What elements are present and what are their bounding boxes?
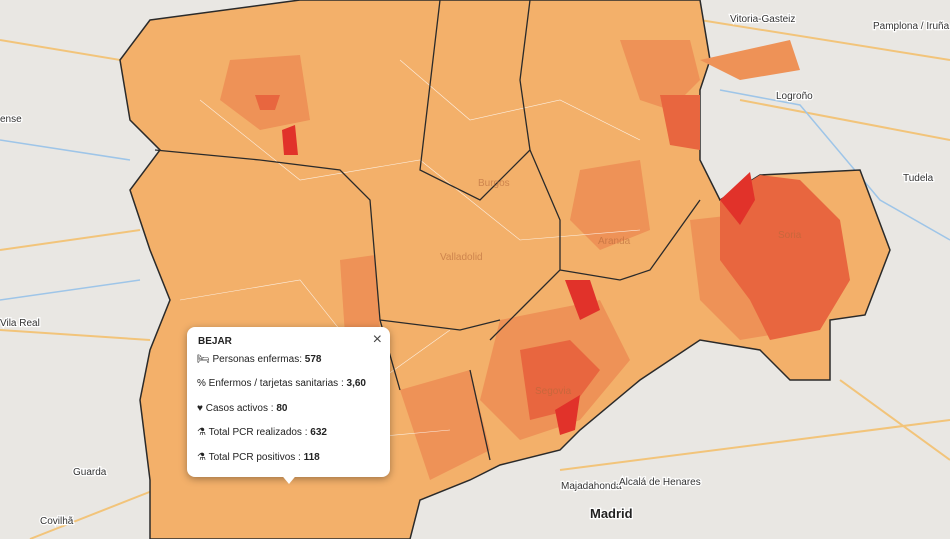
popup-row: ⚗ Total PCR positivos : 118 (197, 452, 320, 463)
info-popup: BEJAR × 🛏 Personas enfermas: 578% Enferm… (187, 327, 390, 477)
place-label: Madrid (590, 506, 633, 521)
place-label: Pamplona / Iruña (873, 21, 950, 32)
row-icon: ♥ (197, 403, 206, 414)
place-label: Guarda (73, 467, 107, 478)
place-label: Segovia (535, 386, 572, 397)
popup-title: BEJAR (198, 336, 232, 347)
place-label: Alcalá de Henares (619, 477, 701, 488)
row-label: Total PCR positivos : (208, 452, 301, 463)
popup-row: % Enfermos / tarjetas sanitarias : 3,60 (197, 378, 366, 389)
row-value: 80 (276, 403, 288, 414)
place-label: Vitoria-Gasteiz (730, 14, 795, 25)
place-label: Aranda (598, 236, 631, 247)
place-label: Valladolid (440, 252, 483, 263)
popup-row: 🛏 Personas enfermas: 578 (197, 354, 321, 365)
place-label: Covilhã (40, 516, 74, 527)
rivers (0, 89, 950, 301)
close-button[interactable]: × (372, 331, 382, 348)
row-value: 118 (303, 452, 320, 463)
row-icon: ⚗ (197, 427, 209, 438)
place-label: Majadahonda (561, 481, 622, 492)
row-label: Total PCR realizados : (208, 427, 308, 438)
row-value: 632 (310, 427, 327, 438)
row-label: Personas enfermas: (212, 354, 302, 365)
districts-highest (282, 125, 755, 435)
popup-tip (279, 472, 299, 484)
popup-row: ⚗ Total PCR realizados : 632 (197, 427, 327, 438)
place-label: Logroño (776, 91, 813, 102)
place-label: Tudela (903, 173, 934, 184)
place-label: Soria (778, 230, 802, 241)
row-label: Enfermos / tarjetas sanitarias : (208, 378, 344, 389)
place-label: Vila Real (0, 318, 40, 329)
row-value: 578 (304, 354, 322, 365)
popup-row: ♥ Casos activos : 80 (197, 403, 287, 414)
row-icon: ⚗ (197, 452, 209, 463)
row-value: 3,60 (346, 378, 366, 389)
row-label: Casos activos : (205, 403, 274, 414)
place-label: ense (0, 114, 22, 125)
place-label: Burgos (478, 178, 510, 189)
row-icon: % (197, 378, 209, 389)
row-icon: 🛏 (197, 354, 213, 365)
districts-high (255, 95, 850, 420)
